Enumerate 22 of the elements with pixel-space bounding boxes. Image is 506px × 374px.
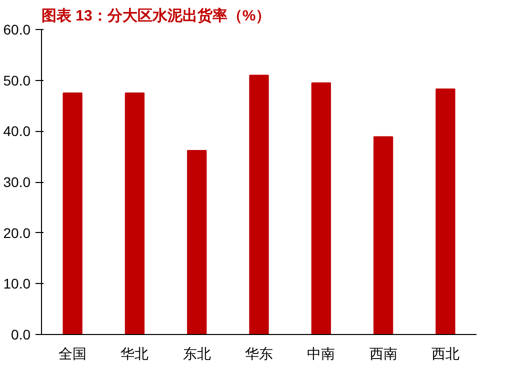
x-tick-label: 华东: [245, 346, 273, 362]
y-tick-label: 10.0: [3, 276, 31, 292]
bar: [124, 92, 145, 334]
x-tick-label: 中南: [307, 346, 336, 362]
y-tick-label: 40.0: [3, 123, 31, 140]
bar: [373, 136, 394, 334]
y-tick-label: 50.0: [3, 72, 31, 88]
y-tick-label: 60.0: [3, 22, 31, 38]
bar: [436, 88, 456, 334]
x-tick-label: 西北: [431, 346, 460, 362]
bar: [311, 82, 331, 334]
bar: [62, 92, 82, 334]
bar: [187, 150, 207, 334]
bar: [249, 74, 269, 334]
chart-title: 图表 13：分大区水泥出货率（%）: [42, 6, 271, 24]
x-tick-label: 东北: [182, 346, 211, 362]
y-tick-label: 30.0: [3, 174, 31, 190]
x-tick-label: 全国: [58, 346, 87, 362]
x-tick-label: 西南: [369, 346, 398, 362]
y-tick-label: 0.0: [11, 326, 31, 342]
x-tick-label: 华北: [120, 346, 149, 362]
y-tick-label: 20.0: [3, 224, 31, 241]
